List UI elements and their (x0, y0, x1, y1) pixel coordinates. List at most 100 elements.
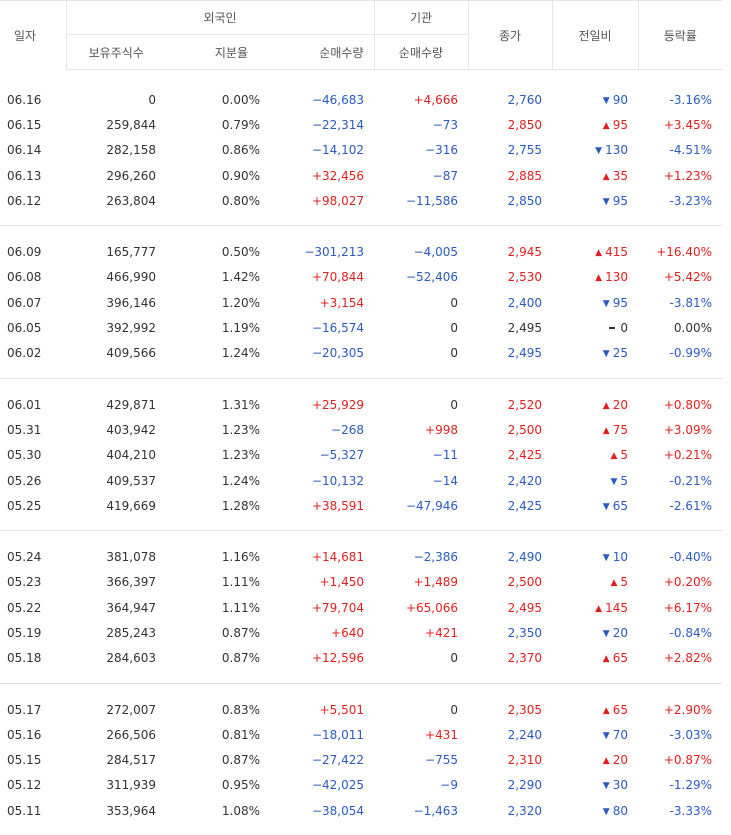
row-change-value: 90 (613, 93, 628, 107)
row-ratio: 0.50% (166, 239, 270, 264)
row-foreign-net: −16,574 (270, 315, 374, 340)
row-rate: -2.61% (638, 493, 722, 518)
row-close: 2,290 (468, 773, 552, 798)
row-close: 2,370 (468, 646, 552, 671)
row-ratio: 0.90% (166, 163, 270, 188)
row-date: 05.17 (0, 697, 66, 722)
row-change: ▲65 (552, 697, 638, 722)
row-inst-net: 0 (374, 646, 468, 671)
row-rate: -0.40% (638, 544, 722, 569)
down-arrow-icon: ▼ (603, 349, 610, 359)
row-foreign-net: −27,422 (270, 748, 374, 773)
header-holdings: 보유주식수 (66, 35, 166, 70)
row-ratio: 1.16% (166, 544, 270, 569)
down-arrow-icon: ▼ (603, 807, 610, 817)
row-date: 05.31 (0, 417, 66, 442)
row-ratio: 0.81% (166, 722, 270, 747)
row-rate: +5.42% (638, 265, 722, 290)
row-ratio: 1.24% (166, 468, 270, 493)
row-ratio: 1.11% (166, 570, 270, 595)
row-inst-net: −87 (374, 163, 468, 188)
row-ratio: 0.87% (166, 620, 270, 645)
row-inst-net: 0 (374, 315, 468, 340)
row-date: 05.26 (0, 468, 66, 493)
row-close: 2,500 (468, 570, 552, 595)
row-inst-net: +421 (374, 620, 468, 645)
row-close: 2,760 (468, 87, 552, 112)
row-ratio: 0.80% (166, 188, 270, 213)
row-inst-net: +4,666 (374, 87, 468, 112)
row-date: 06.02 (0, 341, 66, 366)
row-holdings: 284,603 (66, 646, 166, 671)
row-close: 2,400 (468, 290, 552, 315)
row-close: 2,755 (468, 138, 552, 163)
row-holdings: 409,566 (66, 341, 166, 366)
row-change: ▲95 (552, 112, 638, 137)
down-arrow-icon: ▼ (603, 502, 610, 512)
row-rate: +1.23% (638, 163, 722, 188)
down-arrow-icon: ▼ (610, 477, 617, 487)
row-date: 06.12 (0, 188, 66, 213)
row-inst-net: 0 (374, 341, 468, 366)
row-ratio: 0.87% (166, 646, 270, 671)
row-ratio: 1.42% (166, 265, 270, 290)
row-ratio: 1.08% (166, 798, 270, 823)
row-change-value: 70 (613, 728, 628, 742)
row-holdings: 366,397 (66, 570, 166, 595)
row-change: ▲20 (552, 748, 638, 773)
row-holdings: 311,939 (66, 773, 166, 798)
row-rate: -0.21% (638, 468, 722, 493)
row-foreign-net: −38,054 (270, 798, 374, 823)
up-arrow-icon: ▲ (603, 172, 610, 182)
row-date: 06.16 (0, 87, 66, 112)
row-ratio: 0.00% (166, 87, 270, 112)
row-inst-net: −316 (374, 138, 468, 163)
row-close: 2,350 (468, 620, 552, 645)
row-rate: +3.45% (638, 112, 722, 137)
row-rate: -3.16% (638, 87, 722, 112)
row-inst-net: −2,386 (374, 544, 468, 569)
row-foreign-net: −18,011 (270, 722, 374, 747)
row-ratio: 1.24% (166, 341, 270, 366)
row-date: 05.16 (0, 722, 66, 747)
row-date: 05.24 (0, 544, 66, 569)
row-inst-net: +1,489 (374, 570, 468, 595)
row-rate: -3.03% (638, 722, 722, 747)
row-inst-net: −11 (374, 443, 468, 468)
row-foreign-net: −5,327 (270, 443, 374, 468)
row-holdings: 165,777 (66, 239, 166, 264)
up-arrow-icon: ▲ (603, 426, 610, 436)
row-date: 06.14 (0, 138, 66, 163)
row-change-value: 5 (620, 448, 628, 462)
row-inst-net: −4,005 (374, 239, 468, 264)
row-rate: +0.87% (638, 748, 722, 773)
row-foreign-net: −46,683 (270, 87, 374, 112)
header-institution: 기관 (374, 1, 468, 35)
row-change-value: 95 (613, 118, 628, 132)
row-foreign-net: +98,027 (270, 188, 374, 213)
row-holdings: 0 (66, 87, 166, 112)
row-holdings: 404,210 (66, 443, 166, 468)
row-date: 06.05 (0, 315, 66, 340)
row-holdings: 282,158 (66, 138, 166, 163)
row-inst-net: +65,066 (374, 595, 468, 620)
row-foreign-net: +14,681 (270, 544, 374, 569)
row-holdings: 429,871 (66, 392, 166, 417)
row-change-value: 65 (613, 651, 628, 665)
row-change: ▲130 (552, 265, 638, 290)
row-foreign-net: −14,102 (270, 138, 374, 163)
row-ratio: 1.31% (166, 392, 270, 417)
row-ratio: 0.87% (166, 748, 270, 773)
row-holdings: 392,992 (66, 315, 166, 340)
row-foreign-net: −20,305 (270, 341, 374, 366)
